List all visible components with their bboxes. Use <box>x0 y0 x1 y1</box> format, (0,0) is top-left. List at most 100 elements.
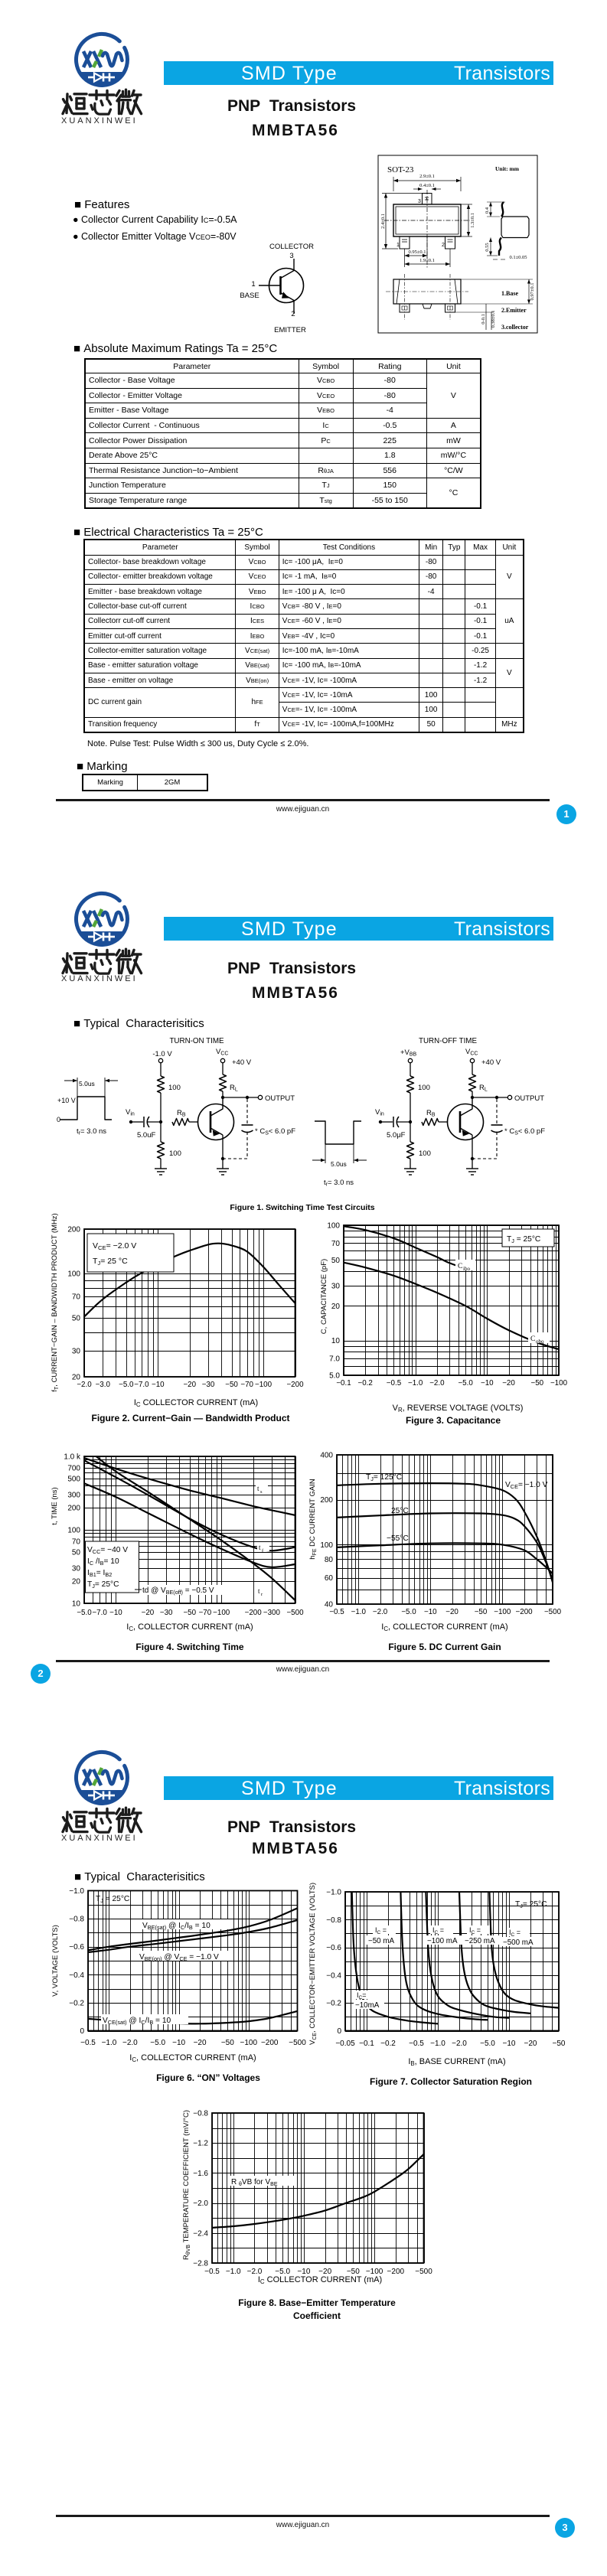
svg-text:−10: −10 <box>109 1609 122 1617</box>
svg-text:-1.0 V: -1.0 V <box>152 1050 172 1058</box>
svg-text:70: 70 <box>72 1293 81 1301</box>
svg-text:RB: RB <box>426 1109 436 1118</box>
svg-text:IC​ =: IC​ = <box>375 1926 387 1935</box>
svg-text:20: 20 <box>72 1374 81 1382</box>
svg-text:3.collector: 3.collector <box>501 324 529 331</box>
svg-text:IC​ COLLECTOR CURRENT (mA): IC​ COLLECTOR CURRENT (mA) <box>258 2275 382 2285</box>
svg-text:−7.0: −7.0 <box>134 1381 149 1389</box>
svg-text:−20: −20 <box>142 1609 155 1617</box>
svg-text:700: 700 <box>67 1464 80 1472</box>
svg-text:−50: −50 <box>221 2039 234 2047</box>
svg-text:−2.8: −2.8 <box>193 2260 208 2268</box>
svg-text:30: 30 <box>72 1348 81 1356</box>
svg-text:100: 100 <box>320 1541 333 1550</box>
svg-text:−100: −100 <box>494 1608 511 1616</box>
svg-text:−0.2: −0.2 <box>358 1379 373 1387</box>
svg-text:−7.0: −7.0 <box>92 1609 107 1617</box>
svg-text:tr= 3.0 ns: tr= 3.0 ns <box>324 1179 354 1188</box>
svg-text:200: 200 <box>67 1226 80 1234</box>
svg-text:−20: −20 <box>502 1379 515 1387</box>
svg-text:f: f <box>262 1548 264 1554</box>
svg-text:−2.0: −2.0 <box>77 1381 92 1389</box>
svg-text:0.4±0.1: 0.4±0.1 <box>419 183 435 188</box>
svg-text:−20: −20 <box>194 2039 207 2047</box>
svg-text:50: 50 <box>331 1257 341 1265</box>
svg-text:−100: −100 <box>240 2039 258 2047</box>
svg-text:−0.8: −0.8 <box>326 1916 341 1925</box>
svg-text:100: 100 <box>168 1084 181 1092</box>
svg-text:+40 V: +40 V <box>481 1058 501 1067</box>
svg-text:−0.2: −0.2 <box>69 1999 84 2007</box>
svg-text:IB1​= IB2​: IB1​= IB2​ <box>87 1569 112 1578</box>
svg-text:IC​, COLLECTOR CURRENT (mA): IC​, COLLECTOR CURRENT (mA) <box>381 1622 507 1632</box>
svg-text:60: 60 <box>325 1574 334 1583</box>
svg-text:−0.6: −0.6 <box>326 1944 341 1952</box>
svg-text:TJ​= 25°C: TJ​= 25°C <box>515 1900 547 1909</box>
svg-text:C, CAPACITANCE (pF): C, CAPACITANCE (pF) <box>320 1259 328 1334</box>
svg-text:Figure 1. Switching Time Test: Figure 1. Switching Time Test Circuits <box>230 1203 374 1212</box>
svg-text:TJ​ = 25°C: TJ​ = 25°C <box>507 1235 540 1244</box>
svg-text:+10 V: +10 V <box>57 1097 76 1104</box>
svg-text:R θVB for VBE: R θVB for VBE <box>231 2178 278 2187</box>
svg-text:1.0 k: 1.0 k <box>64 1453 81 1462</box>
svg-text:VCE​= −1.0 V: VCE​= −1.0 V <box>505 1481 548 1490</box>
svg-text:−0.5: −0.5 <box>329 1608 344 1616</box>
svg-text:obo: obo <box>536 1339 544 1345</box>
svg-text:−5.0: −5.0 <box>119 1381 134 1389</box>
svg-text:10: 10 <box>72 1600 81 1609</box>
svg-text:−100: −100 <box>213 1609 230 1617</box>
svg-text:−50 mA: −50 mA <box>368 1937 395 1945</box>
svg-text:1.3±0.1: 1.3±0.1 <box>470 213 475 228</box>
svg-text:−20: −20 <box>183 1381 196 1389</box>
svg-text:−50: −50 <box>475 1608 488 1616</box>
svg-text:−20: −20 <box>445 1608 459 1616</box>
svg-text:COLLECTOR: COLLECTOR <box>269 243 314 251</box>
svg-text:−5.0: −5.0 <box>480 2040 495 2048</box>
svg-text:IB​, BASE CURRENT (mA): IB​, BASE CURRENT (mA) <box>408 2057 505 2067</box>
svg-text:RL: RL <box>479 1084 488 1093</box>
svg-text:5.0: 5.0 <box>329 1372 340 1381</box>
svg-text:−1.0: −1.0 <box>102 2039 117 2047</box>
svg-text:−50: −50 <box>530 1379 543 1387</box>
svg-text:−2.0: −2.0 <box>193 2199 208 2208</box>
svg-text:2: 2 <box>291 310 295 318</box>
svg-text:5.0μF: 5.0μF <box>387 1131 406 1140</box>
svg-text:* CS< 6.0 pF: * CS< 6.0 pF <box>255 1127 295 1136</box>
svg-text:−10: −10 <box>481 1379 494 1387</box>
svg-text:C: C <box>458 1263 462 1270</box>
svg-text:Figure 6. “ON” Voltages: Figure 6. “ON” Voltages <box>156 2072 260 2083</box>
svg-text:−50: −50 <box>553 2040 566 2048</box>
svg-text:−2.0: −2.0 <box>452 2040 467 2048</box>
svg-text:0: 0 <box>337 2027 341 2036</box>
svg-text:SOT-23: SOT-23 <box>387 165 414 174</box>
svg-text:t: t <box>257 1485 259 1492</box>
svg-text:−30: −30 <box>160 1609 173 1617</box>
svg-text:5.0us: 5.0us <box>331 1160 347 1168</box>
svg-text:Vin: Vin <box>126 1108 135 1117</box>
svg-text:VCC​= −40 V: VCC​= −40 V <box>87 1546 128 1555</box>
svg-text:25°C: 25°C <box>391 1507 409 1515</box>
svg-text:Figure 2. Current−Gain — Bandw: Figure 2. Current−Gain — Bandwidth Produ… <box>91 1413 289 1423</box>
svg-text:0.97±0.1: 0.97±0.1 <box>530 282 535 300</box>
svg-text:fT, CURRENT−GAIN – BANDWIDTH P: fT, CURRENT−GAIN – BANDWIDTH PRODUCT (MH… <box>51 1213 60 1391</box>
svg-text:50: 50 <box>72 1315 81 1323</box>
svg-text:−300: −300 <box>263 1609 281 1617</box>
svg-text:0.4: 0.4 <box>485 207 490 214</box>
svg-text:100: 100 <box>327 1222 340 1231</box>
svg-text:TJ​= 25°C: TJ​= 25°C <box>87 1580 119 1590</box>
svg-text:2.4±0.1: 2.4±0.1 <box>380 214 386 229</box>
svg-text:−70: −70 <box>199 1609 212 1617</box>
svg-text:OUTPUT: OUTPUT <box>265 1094 295 1103</box>
svg-text:t: t <box>259 1544 261 1551</box>
svg-text:−100: −100 <box>366 2268 383 2276</box>
svg-text:VCE​= −2.0 V: VCE​= −2.0 V <box>93 1241 136 1251</box>
svg-text:−500: −500 <box>286 1609 304 1617</box>
svg-text:−0.2: −0.2 <box>380 2040 396 2048</box>
svg-text:−1.0: −1.0 <box>430 2040 445 2048</box>
svg-text:−100 mA: −100 mA <box>427 1937 458 1945</box>
svg-text:RB: RB <box>177 1109 186 1118</box>
svg-text:−200: −200 <box>387 2268 405 2276</box>
svg-text:1.Base: 1.Base <box>501 290 518 297</box>
svg-text:C: C <box>530 1335 535 1343</box>
svg-text:−2.0: −2.0 <box>373 1608 388 1616</box>
